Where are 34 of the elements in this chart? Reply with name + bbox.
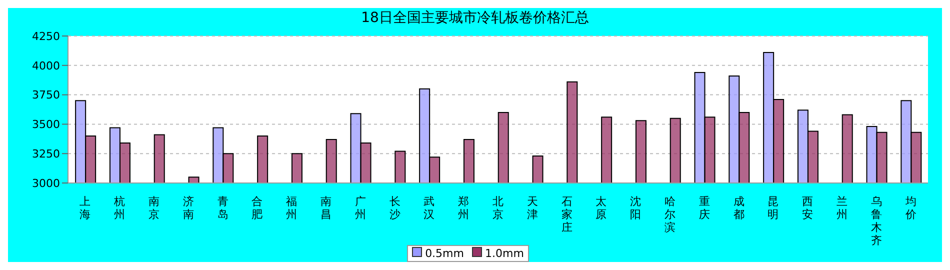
x-tick-label: 长沙 bbox=[389, 195, 400, 221]
x-tick-label: 杭州 bbox=[113, 195, 126, 221]
x-tick-label: 南京 bbox=[148, 195, 160, 221]
y-tick-label: 3000 bbox=[32, 176, 60, 190]
x-tick-label: 天津 bbox=[526, 195, 538, 221]
y-tick-label: 3750 bbox=[32, 88, 60, 102]
x-tick-label: 太原 bbox=[596, 195, 607, 221]
x-tick-label: 昆明 bbox=[768, 195, 779, 221]
x-tick-label: 兰州 bbox=[836, 195, 848, 221]
x-tick-label: 郑州 bbox=[458, 195, 470, 221]
x-tick-label: 上海 bbox=[80, 195, 91, 221]
y-tick-label: 4000 bbox=[32, 59, 60, 72]
x-tick-label: 沈阳 bbox=[630, 195, 642, 221]
x-tick-label: 均价 bbox=[904, 195, 916, 221]
y-tick-label: 4250 bbox=[32, 30, 60, 43]
legend-label: 1.0mm bbox=[484, 247, 524, 260]
x-tick-label: 福州 bbox=[286, 195, 298, 221]
x-tick-label: 重庆 bbox=[698, 195, 710, 221]
x-tick-label: 北京 bbox=[492, 195, 504, 221]
y-tick-label: 3500 bbox=[32, 118, 60, 132]
x-tick-label: 石家庄 bbox=[561, 195, 572, 234]
x-tick-label: 合肥 bbox=[252, 195, 263, 221]
x-tick-label: 武汉 bbox=[424, 195, 435, 221]
x-tick-label: 广州 bbox=[354, 195, 366, 221]
x-tick-label: 成都 bbox=[733, 195, 744, 221]
chart-title: 18日全国主要城市冷轧板卷价格汇总 bbox=[360, 9, 590, 28]
x-tick-label: 济南 bbox=[182, 195, 194, 221]
x-tick-label: 西安 bbox=[802, 195, 814, 221]
x-tick-label: 哈尔滨 bbox=[664, 195, 676, 234]
legend-label: 0.5mm bbox=[424, 247, 464, 260]
x-tick-label: 乌鲁木齐 bbox=[870, 195, 882, 247]
x-tick-label: 青岛 bbox=[217, 195, 228, 221]
x-tick-label: 南昌 bbox=[320, 195, 332, 221]
y-tick-label: 3250 bbox=[32, 148, 60, 161]
